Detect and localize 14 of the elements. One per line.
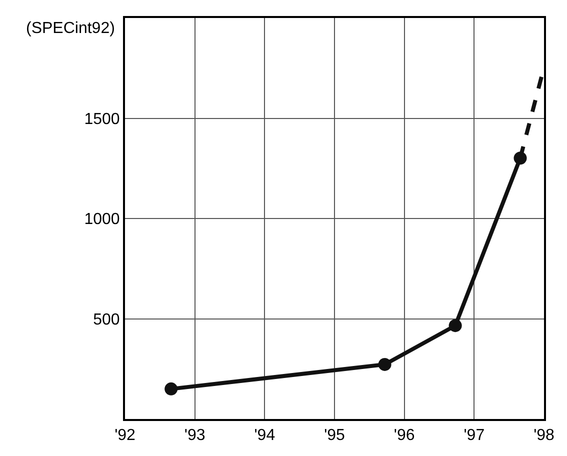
- y-tick-label: 1500: [84, 110, 120, 128]
- x-tick-label: '93: [184, 427, 206, 444]
- x-tick-label: '98: [534, 427, 555, 444]
- y-axis-title: (SPECint92): [26, 20, 115, 37]
- point: [378, 358, 392, 371]
- x-tick-label: '97: [464, 427, 485, 444]
- x-tick-label: '95: [324, 427, 346, 444]
- point: [164, 382, 178, 396]
- point: [448, 319, 462, 332]
- x-tick-label: '96: [394, 427, 415, 444]
- y-tick-label: 500: [93, 311, 120, 328]
- y-tick-label: 1000: [84, 211, 120, 228]
- x-tick-label: '92: [114, 427, 136, 444]
- x-tick-label: '94: [254, 427, 276, 444]
